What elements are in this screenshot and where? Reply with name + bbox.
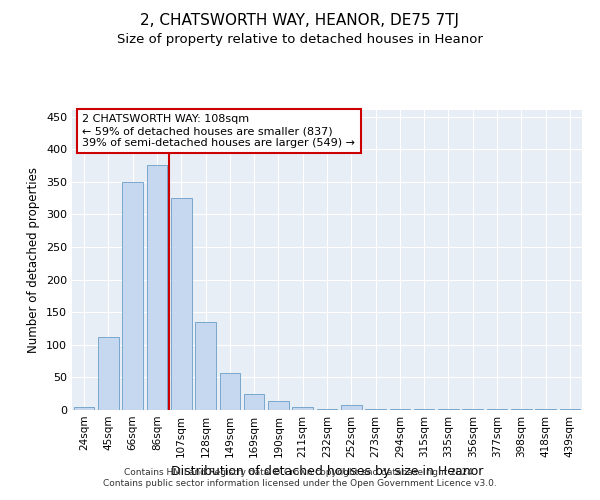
Bar [146, 166, 167, 410]
Text: 2, CHATSWORTH WAY, HEANOR, DE75 7TJ: 2, CHATSWORTH WAY, HEANOR, DE75 7TJ [140, 12, 460, 28]
Bar [98, 337, 119, 410]
Bar [171, 198, 191, 410]
Bar [317, 408, 337, 410]
Text: Size of property relative to detached houses in Heanor: Size of property relative to detached ho… [117, 32, 483, 46]
Bar [365, 408, 386, 410]
Bar [244, 394, 265, 410]
Y-axis label: Number of detached properties: Number of detached properties [28, 167, 40, 353]
Bar [122, 182, 143, 410]
Bar [268, 401, 289, 410]
Bar [341, 406, 362, 410]
Text: 2 CHATSWORTH WAY: 108sqm
← 59% of detached houses are smaller (837)
39% of semi-: 2 CHATSWORTH WAY: 108sqm ← 59% of detach… [82, 114, 355, 148]
Text: Contains HM Land Registry data © Crown copyright and database right 2024.
Contai: Contains HM Land Registry data © Crown c… [103, 468, 497, 487]
X-axis label: Distribution of detached houses by size in Heanor: Distribution of detached houses by size … [171, 466, 483, 478]
Bar [220, 373, 240, 410]
Bar [195, 322, 216, 410]
Bar [292, 406, 313, 410]
Bar [74, 406, 94, 410]
Bar [560, 408, 580, 410]
